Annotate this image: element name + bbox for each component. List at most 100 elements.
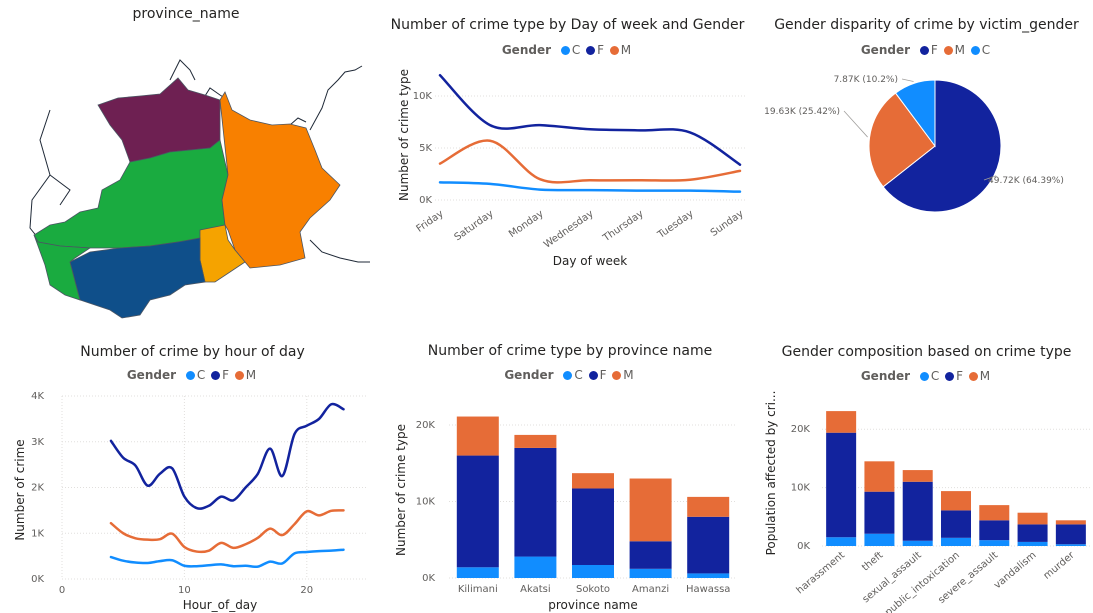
- pie-slice-c[interactable]: [894, 79, 936, 148]
- series-line-m[interactable]: [109, 509, 345, 554]
- province-legend: Gender C F M: [385, 368, 755, 382]
- pie-slice-f[interactable]: [882, 79, 1002, 213]
- y-tick-label: 3K: [31, 437, 44, 448]
- legend-dot: [560, 46, 570, 55]
- x-tick-label: harassment: [795, 550, 848, 597]
- y-tick-label: 20K: [791, 424, 811, 435]
- legend-item-f[interactable]: F: [945, 369, 963, 383]
- bar-segment-f[interactable]: [1017, 524, 1048, 542]
- pie-slice-m[interactable]: [868, 92, 936, 188]
- province-bar-visual[interactable]: Number of crime type by province name Ge…: [385, 330, 755, 613]
- legend-item-c[interactable]: C: [560, 43, 580, 57]
- bar-segment-f[interactable]: [629, 541, 672, 569]
- y-tick-label: 10K: [416, 496, 436, 507]
- bar-segment-m[interactable]: [979, 505, 1010, 521]
- series-line-c[interactable]: [438, 181, 742, 193]
- bar-segment-f[interactable]: [456, 455, 499, 568]
- gender-pie-chart[interactable]: 49.72K (64.39%) 19.63K (25.42%) 7.87K (10.…: [760, 0, 1093, 325]
- bar-segment-m[interactable]: [456, 416, 499, 456]
- legend-item-f[interactable]: F: [211, 368, 229, 382]
- legend-item-f[interactable]: F: [919, 43, 938, 57]
- bar-segment-c[interactable]: [456, 567, 499, 578]
- bar-segment-c[interactable]: [864, 533, 895, 546]
- legend-dot: [919, 46, 929, 55]
- bar-segment-c[interactable]: [1055, 544, 1086, 546]
- province-map[interactable]: [10, 0, 370, 325]
- province-map-visual[interactable]: province_name: [10, 0, 370, 325]
- bar-segment-f[interactable]: [941, 510, 971, 538]
- bar-segment-f[interactable]: [826, 432, 857, 538]
- x-axis-label: Hour_of_day: [183, 598, 258, 612]
- bar-segment-m[interactable]: [629, 478, 672, 542]
- hour-line-visual[interactable]: Number of crime by hour of day Gender C …: [0, 330, 385, 613]
- legend-dot: [586, 46, 596, 55]
- legend-item-c[interactable]: C: [563, 368, 583, 382]
- legend-item-f[interactable]: F: [588, 368, 606, 382]
- bar-segment-c[interactable]: [826, 537, 857, 546]
- legend-item-c[interactable]: C: [185, 368, 205, 382]
- bar-segment-c[interactable]: [514, 556, 557, 578]
- bar-segment-m[interactable]: [687, 496, 730, 517]
- x-tick-label: Sunday: [709, 208, 746, 239]
- legend-dot: [234, 371, 244, 380]
- legend-item-m[interactable]: M: [968, 369, 990, 383]
- gender-pie-visual[interactable]: Gender disparity of crime by victim_gend…: [760, 0, 1093, 325]
- y-tick-label: 2K: [31, 483, 44, 494]
- bar-segment-c[interactable]: [572, 564, 614, 578]
- legend-dot: [211, 371, 221, 380]
- y-axis-label: Population affected by cri...: [764, 391, 778, 556]
- series-line-c[interactable]: [109, 548, 345, 569]
- region-west: [33, 234, 92, 301]
- bar-segment-f[interactable]: [902, 481, 933, 541]
- crimetype-bar-visual[interactable]: Gender composition based on crime type G…: [760, 330, 1093, 613]
- series-line-f[interactable]: [438, 73, 742, 166]
- x-tick-label: Friday: [415, 208, 446, 234]
- bar-segment-f[interactable]: [687, 516, 730, 574]
- series-line-m[interactable]: [438, 139, 742, 184]
- bar-segment-m[interactable]: [826, 411, 857, 433]
- bar-segment-m[interactable]: [1017, 512, 1048, 525]
- y-axis-label: Number of crime: [13, 439, 27, 540]
- legend-title: Gender: [860, 43, 911, 57]
- legend-item-m[interactable]: M: [234, 368, 256, 382]
- legend-dot: [919, 372, 929, 381]
- weekday-title: Number of crime type by Day of week and …: [390, 17, 745, 33]
- series-line-f[interactable]: [109, 402, 345, 510]
- bar-segment-f[interactable]: [514, 447, 557, 557]
- bar-segment-c[interactable]: [941, 537, 971, 546]
- legend-item-f[interactable]: F: [586, 43, 604, 57]
- legend-item-m[interactable]: M: [943, 43, 965, 57]
- bar-segment-m[interactable]: [1055, 520, 1086, 525]
- weekday-line-visual[interactable]: Number of crime type by Day of week and …: [380, 0, 755, 320]
- legend-item-m[interactable]: M: [609, 43, 631, 57]
- x-tick-label: Wednesday: [542, 208, 596, 250]
- bar-segment-m[interactable]: [864, 461, 895, 492]
- legend-item-m[interactable]: M: [612, 368, 634, 382]
- bar-segment-f[interactable]: [864, 491, 895, 534]
- bar-segment-c[interactable]: [1017, 541, 1048, 546]
- legend-item-c[interactable]: C: [919, 369, 939, 383]
- legend-dot: [612, 371, 622, 380]
- bar-segment-f[interactable]: [1055, 524, 1086, 545]
- bar-segment-c[interactable]: [979, 540, 1010, 546]
- bar-segment-c[interactable]: [687, 573, 730, 578]
- bar-segment-m[interactable]: [902, 470, 933, 482]
- bar-segment-m[interactable]: [572, 473, 614, 489]
- bar-segment-c[interactable]: [629, 568, 672, 578]
- bar-segment-f[interactable]: [572, 488, 614, 565]
- bar-segment-c[interactable]: [902, 540, 933, 546]
- legend-item-c[interactable]: C: [970, 43, 990, 57]
- bar-segment-m[interactable]: [941, 491, 971, 511]
- x-tick-label: Saturday: [452, 208, 495, 243]
- legend-dot: [588, 371, 598, 380]
- x-tick-label: Hawassa: [686, 584, 731, 595]
- y-tick-label: 5K: [419, 143, 432, 154]
- bar-segment-f[interactable]: [979, 520, 1010, 541]
- province-bar-chart[interactable]: 0K 10K 20K Kilimani Akatsi Sokoto Amanzi Hawass…: [385, 330, 755, 613]
- pie-data-label: 7.87K (10.2%): [834, 75, 898, 85]
- bar-segment-m[interactable]: [514, 434, 557, 448]
- x-tick-label: 20: [300, 585, 313, 596]
